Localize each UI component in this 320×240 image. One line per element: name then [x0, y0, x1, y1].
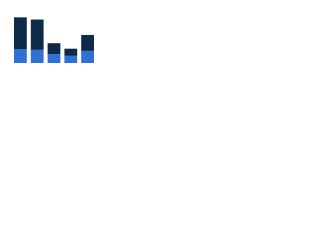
bar-segment [64, 55, 78, 63]
chart [14, 17, 94, 63]
bar-segment [81, 34, 94, 51]
bar-segment [47, 54, 61, 63]
bar-segment [14, 49, 27, 63]
bar-segment [64, 48, 78, 56]
bar-segment [30, 49, 44, 63]
bar-segment [47, 43, 61, 55]
bar-segment [81, 50, 94, 63]
bar-segment [30, 19, 44, 50]
bar-segment [14, 17, 27, 50]
